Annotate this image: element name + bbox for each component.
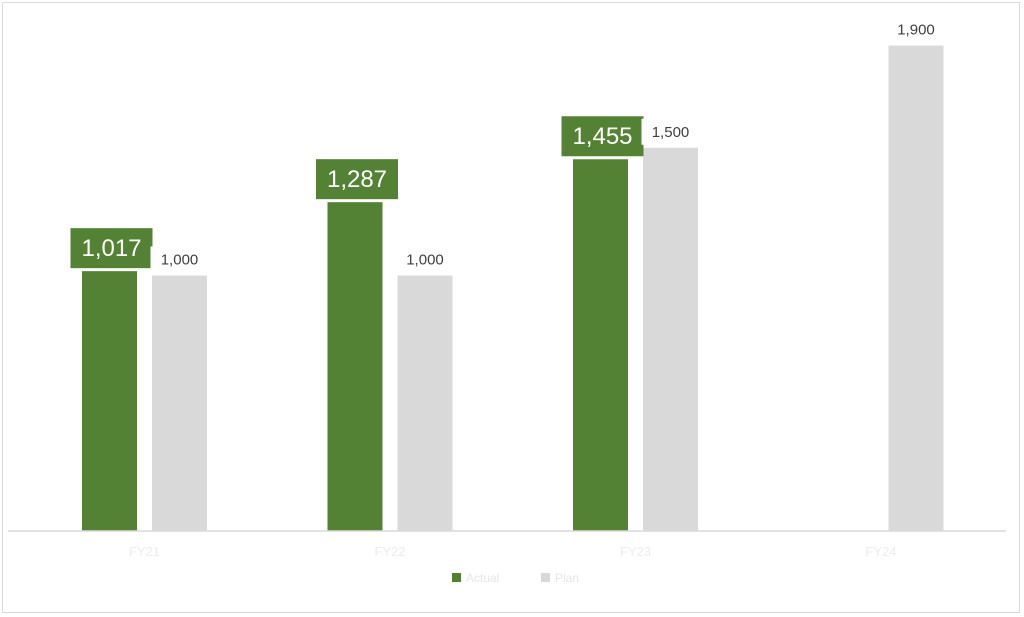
data-label-bg-fy22 [396,246,454,273]
x-tick-fy24: FY24 [865,544,896,559]
data-label-plan-fy22: 1,000 [406,252,444,269]
data-label-plan-fy23: 1,500 [652,124,690,141]
x-tick-fy23: FY23 [620,544,651,559]
data-label-actual-fy22: 1,287 [327,166,387,193]
data-label-actual-fy23: 1,455 [572,123,632,150]
legend: Actual Plan [452,571,579,585]
data-labels-layer: 1,017 1,000 1,287 1,000 1,455 1,500 1,900 [70,16,945,273]
bar-plan-fy21 [152,275,207,531]
data-label-actual-fy21: 1,017 [81,235,141,262]
x-tick-fy22: FY22 [374,544,405,559]
bar-plan-fy23 [643,147,698,531]
legend-swatch-actual [452,573,461,582]
data-label-plan-fy21: 1,000 [161,252,199,269]
data-label-bg-fy23 [641,118,700,145]
bar-actual-fy23 [573,159,628,531]
data-label-box-fy22 [316,159,398,200]
bars-layer [82,45,944,532]
data-label-box-fy23 [561,116,644,157]
bar-actual-fy21 [82,271,137,531]
bar-actual-fy22 [327,202,383,531]
legend-swatch-plan [541,573,550,582]
bar-plan-fy22 [397,275,453,531]
data-label-bg-fy21 [150,246,209,273]
x-tick-labels: FY21 FY22 FY23 FY24 [129,544,897,559]
x-tick-fy21: FY21 [129,544,160,559]
legend-label-actual: Actual [466,571,499,585]
data-label-box-fy21 [70,228,153,269]
legend-label-plan: Plan [555,571,579,585]
data-label-bg-fy24 [887,16,945,43]
data-label-plan-fy24: 1,900 [897,22,935,39]
bar-plan-fy24 [888,45,944,532]
